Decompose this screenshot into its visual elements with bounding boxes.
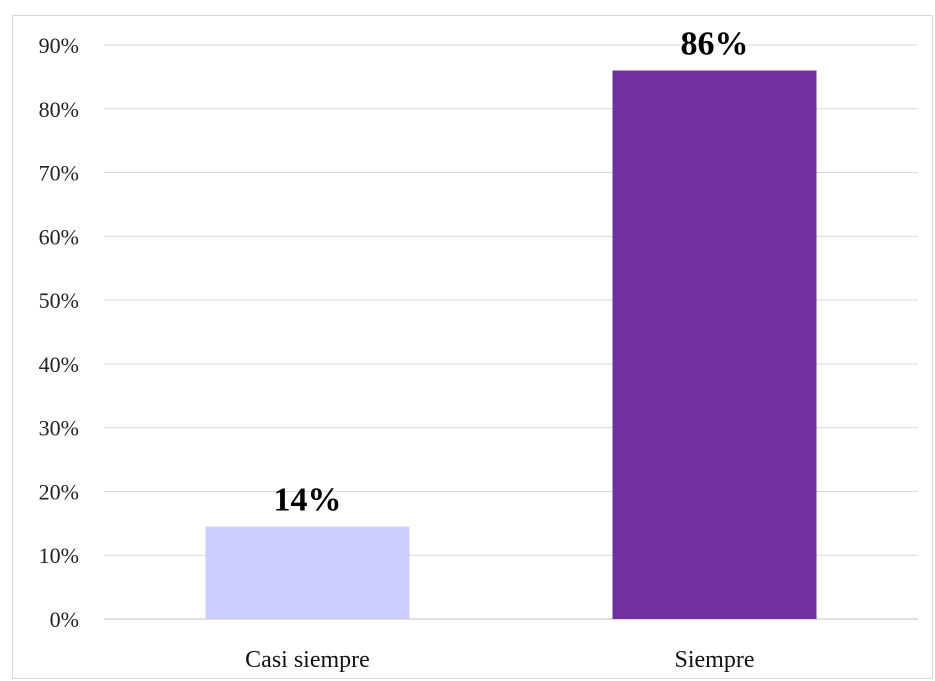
y-tick-label: 40% [39,352,79,377]
y-tick-label: 50% [39,288,79,313]
category-label: Siempre [675,647,755,673]
y-tick-label: 60% [39,224,79,249]
y-tick-label: 90% [39,33,79,58]
bars [205,70,817,619]
data-label: 14% [274,482,342,519]
y-tick-label: 30% [39,416,79,441]
data-labels: 14% 86% [274,26,749,519]
y-tick-label: 10% [39,543,79,568]
x-axis-category-labels: Casi siempre Siempre [245,647,754,673]
bar-siempre [612,70,817,619]
category-label: Casi siempre [245,647,370,673]
y-tick-label: 20% [39,479,79,504]
bar-casi-siempre [205,526,410,619]
y-tick-label: 70% [39,161,79,186]
y-axis-tick-labels: 0% 10% 20% 30% 40% 50% 60% 70% 80% 90% [39,33,79,632]
y-tick-label: 80% [39,97,79,122]
data-label: 86% [681,26,749,63]
y-tick-label: 0% [50,607,79,632]
